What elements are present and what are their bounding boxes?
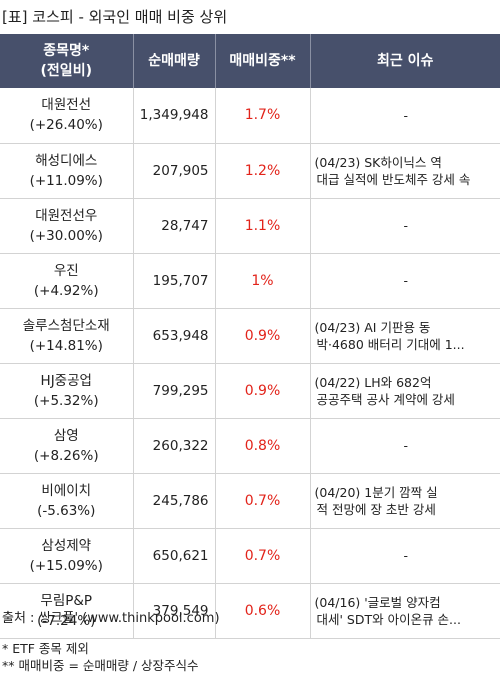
net-volume-cell: 650,621 <box>132 528 215 584</box>
trade-ratio-cell: 1% <box>214 253 310 309</box>
net-volume-cell: 653,948 <box>132 308 215 364</box>
issue-line: - <box>403 273 408 288</box>
recent-issue-cell: (04/16) '글로벌 양자컴 대세' SDT와 아이온큐 손... <box>309 583 500 639</box>
page-title: [표] 코스피 - 외국인 매매 비중 상위 <box>2 8 228 26</box>
stock-name-cell: 무림P&P (-7.24%) <box>0 583 133 639</box>
trade-ratio-cell: 1.1% <box>214 198 310 254</box>
recent-issue-cell: - <box>309 88 500 144</box>
recent-issue-cell: - <box>309 253 500 309</box>
table-header-row: 종목명* (전일비) 순매매량 매매비중** 최근 이슈 <box>0 34 500 88</box>
stock-name-cell: 대원전선 (+26.40%) <box>0 88 133 144</box>
column-header-name-line2: (전일비) <box>40 63 92 79</box>
net-volume-cell: 245,786 <box>132 473 215 529</box>
issue-line: - <box>403 218 408 233</box>
issue-line: (04/22) LH와 682억 <box>314 374 432 390</box>
trade-ratio-cell: 0.7% <box>214 528 310 584</box>
stock-name: 우진 <box>53 262 79 279</box>
recent-issue-cell: (04/23) AI 기판용 동 박·4680 배터리 기대에 1... <box>309 308 500 364</box>
issue-line: - <box>403 107 408 123</box>
table-row: 무림P&P (-7.24%) 379,549 0.6% (04/16) '글로벌 양자컴… <box>0 583 500 639</box>
issue-line: (04/23) SK하이닉스 역 <box>314 154 442 170</box>
issue-line: - <box>403 438 408 453</box>
recent-issue-cell: - <box>309 528 500 584</box>
issue-line: (04/23) AI 기판용 동 <box>314 319 431 335</box>
ratio-footnote: ** 매매비중 = 순매매량 / 상장주식수 <box>2 658 199 673</box>
recent-issue-cell: (04/22) LH와 682억 공공주택 공사 계약에 강세 <box>309 363 500 419</box>
stock-name: 무림P&P <box>40 592 93 609</box>
recent-issue-cell: - <box>309 418 500 474</box>
trade-ratio-cell: 0.8% <box>214 418 310 474</box>
stock-name-cell: 대원전선우 (+30.00%) <box>0 198 133 254</box>
stock-name: 삼영 <box>53 427 79 444</box>
stock-name: 대원전선우 <box>35 207 98 224</box>
table-row: 삼영 (+8.26%) 260,322 0.8% - <box>0 418 500 474</box>
issue-line: 대급 실적에 반도체주 강세 속 <box>316 171 471 187</box>
trade-ratio-cell: 1.7% <box>214 88 310 144</box>
stock-change: (+26.40%) <box>29 117 103 134</box>
issue-line: - <box>403 548 408 563</box>
column-header-name: 종목명* (전일비) <box>0 34 133 88</box>
stock-name-cell: 삼영 (+8.26%) <box>0 418 133 474</box>
stock-name-cell: 솔루스첨단소재 (+14.81%) <box>0 308 133 364</box>
stock-name: HJ중공업 <box>40 372 92 389</box>
stock-change: (-7.24%) <box>37 612 96 629</box>
stock-name: 삼성제약 <box>41 537 92 554</box>
stock-name: 솔루스첨단소재 <box>22 317 110 334</box>
recent-issue-cell: - <box>309 198 500 254</box>
issue-line: 대세' SDT와 아이온큐 손... <box>316 611 461 627</box>
stock-name-cell: 해성디에스 (+11.09%) <box>0 143 133 199</box>
stock-change: (+30.00%) <box>29 227 103 244</box>
stock-name-cell: 삼성제약 (+15.09%) <box>0 528 133 584</box>
issue-line: 공공주택 공사 계약에 강세 <box>316 391 455 407</box>
stock-name-cell: HJ중공업 (+5.32%) <box>0 363 133 419</box>
etf-footnote: * ETF 종목 제외 <box>2 641 89 656</box>
issue-line: 적 전망에 장 초반 강세 <box>316 501 436 517</box>
recent-issue-cell: (04/23) SK하이닉스 역 대급 실적에 반도체주 강세 속 <box>309 143 500 199</box>
footnotes: 출처 : 씽크풀' (www.thinkpool.com) * ETF 종목 제… <box>2 608 220 674</box>
net-volume-cell: 379,549 <box>132 583 215 639</box>
column-header-name-line1: 종목명* <box>43 43 90 59</box>
foreign-trade-table: 종목명* (전일비) 순매매량 매매비중** 최근 이슈 대원전선 (+26.40… <box>0 34 500 639</box>
net-volume-cell: 195,707 <box>132 253 215 309</box>
stock-change: (-5.63%) <box>37 502 96 519</box>
table-row: 삼성제약 (+15.09%) 650,621 0.7% - <box>0 528 500 584</box>
table-body: 대원전선 (+26.40%) 1,349,948 1.7% - 해성디에스 (+11.09%… <box>0 88 500 639</box>
net-volume-cell: 799,295 <box>132 363 215 419</box>
net-volume-cell: 28,747 <box>132 198 215 254</box>
table-row: 솔루스첨단소재 (+14.81%) 653,948 0.9% (04/23) AI 기판… <box>0 308 500 364</box>
stock-change: (+5.32%) <box>33 392 99 409</box>
column-header-issue: 최근 이슈 <box>309 34 500 88</box>
table-row: 대원전선 (+26.40%) 1,349,948 1.7% - <box>0 88 500 144</box>
stock-change: (+11.09%) <box>29 172 103 189</box>
trade-ratio-cell: 0.9% <box>214 363 310 419</box>
stock-name-cell: 비에이치 (-5.63%) <box>0 473 133 529</box>
issue-line: 박·4680 배터리 기대에 1... <box>316 336 465 352</box>
stock-change: (+15.09%) <box>29 557 103 574</box>
stock-change: (+8.26%) <box>33 447 99 464</box>
stock-name-cell: 우진 (+4.92%) <box>0 253 133 309</box>
trade-ratio-cell: 0.7% <box>214 473 310 529</box>
stock-name: 비에이치 <box>41 482 92 499</box>
net-volume-cell: 207,905 <box>132 143 215 199</box>
table-row: 대원전선우 (+30.00%) 28,747 1.1% - <box>0 198 500 254</box>
table-row: 해성디에스 (+11.09%) 207,905 1.2% (04/23) SK하이닉스 … <box>0 143 500 199</box>
table-row: 우진 (+4.92%) 195,707 1% - <box>0 253 500 309</box>
stock-change: (+4.92%) <box>33 282 99 299</box>
issue-line: (04/20) 1분기 깜짝 실 <box>314 484 438 500</box>
net-volume-cell: 1,349,948 <box>132 88 215 144</box>
column-header-ratio: 매매비중** <box>214 34 310 88</box>
issue-line: (04/16) '글로벌 양자컴 <box>314 594 441 610</box>
column-header-volume: 순매매량 <box>132 34 215 88</box>
trade-ratio-cell: 0.9% <box>214 308 310 364</box>
source-note: 출처 : 씽크풀' (www.thinkpool.com) <box>2 611 220 626</box>
stock-name: 해성디에스 <box>35 152 98 169</box>
net-volume-cell: 260,322 <box>132 418 215 474</box>
stock-change: (+14.81%) <box>29 337 103 354</box>
trade-ratio-cell: 1.2% <box>214 143 310 199</box>
table-row: HJ중공업 (+5.32%) 799,295 0.9% (04/22) LH와 682억… <box>0 363 500 419</box>
trade-ratio-cell: 0.6% <box>214 583 310 639</box>
stock-name: 대원전선 <box>41 97 92 114</box>
